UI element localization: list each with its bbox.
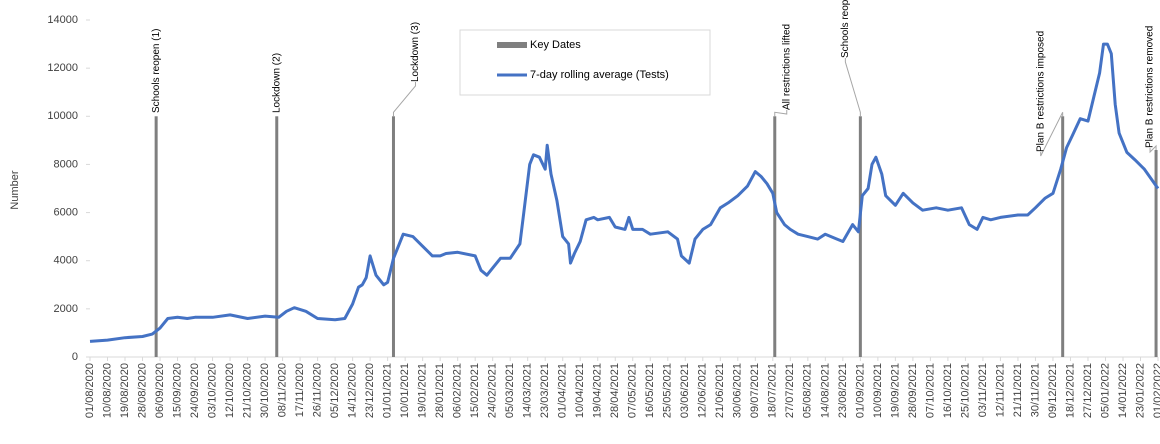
x-tick-label: 09/07/2021 bbox=[749, 363, 761, 418]
line bbox=[89, 42, 1160, 343]
x-tick-label: 07/05/2021 bbox=[627, 363, 639, 418]
x-tick-label: 14/03/2021 bbox=[522, 363, 534, 418]
y-tick-label: 0 bbox=[72, 351, 78, 363]
x-tick-label: 05/03/2021 bbox=[504, 363, 516, 418]
x-tick-label: 05/12/2020 bbox=[329, 363, 341, 418]
y-axis-label: Number bbox=[9, 170, 21, 209]
x-tick-label: 26/11/2020 bbox=[312, 363, 324, 417]
legend-label: Key Dates bbox=[530, 39, 581, 51]
y-tick-label: 4000 bbox=[54, 255, 78, 267]
key-date-label: Lockdown (3) bbox=[410, 22, 421, 82]
y-tick-label: 10000 bbox=[47, 110, 78, 122]
x-tick-label: 06/02/2021 bbox=[452, 363, 464, 418]
key-date-label: Plan B restrictions removed bbox=[1145, 26, 1156, 148]
x-tick-label: 23/01/2022 bbox=[1134, 363, 1146, 418]
x-tick-label: 10/01/2021 bbox=[399, 363, 411, 418]
x-tick-label: 03/10/2020 bbox=[206, 363, 218, 418]
leader-line bbox=[774, 110, 788, 117]
x-tick-label: 30/10/2020 bbox=[259, 363, 271, 418]
x-tick-label: 01/09/2021 bbox=[854, 363, 866, 418]
key-date-label: Lockdown (2) bbox=[271, 53, 282, 113]
key-date-label: Schools reopen (1) bbox=[151, 29, 162, 114]
x-tick-label: 25/10/2021 bbox=[959, 363, 971, 418]
key-date-bar bbox=[858, 116, 862, 358]
x-tick-label: 01/01/2021 bbox=[382, 363, 394, 418]
x-tick-label: 08/11/2020 bbox=[276, 363, 288, 417]
x-tick-label: 30/06/2021 bbox=[732, 363, 744, 418]
x-tick-label: 10/04/2021 bbox=[574, 363, 586, 418]
y-tick-label: 12000 bbox=[47, 62, 78, 74]
leader-line bbox=[844, 58, 861, 117]
x-tick-label: 16/10/2021 bbox=[942, 363, 954, 418]
y-tick-label: 8000 bbox=[54, 158, 78, 170]
x-tick-label: 21/11/2021 bbox=[1012, 363, 1024, 417]
key-date-bar bbox=[391, 116, 395, 358]
y-tick-label: 6000 bbox=[54, 206, 78, 218]
x-tick-label: 17/11/2020 bbox=[294, 363, 306, 417]
x-tick-label: 19/09/2021 bbox=[889, 363, 901, 418]
x-tick-label: 05/01/2022 bbox=[1099, 363, 1111, 418]
x-tick-label: 05/08/2021 bbox=[802, 363, 814, 418]
x-tick-label: 28/04/2021 bbox=[609, 363, 621, 418]
x-tick-label: 27/07/2021 bbox=[784, 363, 796, 418]
x-tick-label: 19/01/2021 bbox=[417, 363, 429, 418]
key-date-bar bbox=[154, 116, 158, 358]
x-tick-label: 14/12/2020 bbox=[347, 363, 359, 418]
legend-swatch bbox=[497, 42, 527, 48]
x-tick-label: 15/09/2020 bbox=[171, 363, 183, 418]
x-tick-label: 01/08/2020 bbox=[84, 363, 96, 418]
x-tick-label: 12/10/2020 bbox=[224, 363, 236, 418]
key-date-label: All restrictions lifted bbox=[781, 24, 792, 110]
key-date-label: Plan B restrictions imposed bbox=[1035, 31, 1046, 152]
leader-line bbox=[1149, 144, 1157, 154]
x-tick-label: 28/09/2021 bbox=[907, 363, 919, 418]
x-tick-label: 21/10/2020 bbox=[241, 363, 253, 418]
x-tick-label: 07/10/2021 bbox=[924, 363, 936, 418]
x-tick-label: 19/04/2021 bbox=[592, 363, 604, 418]
leader-line bbox=[1040, 112, 1064, 157]
x-tick-label: 24/02/2021 bbox=[487, 363, 499, 418]
x-tick-label: 18/12/2021 bbox=[1064, 363, 1076, 418]
x-tick-label: 25/05/2021 bbox=[662, 363, 674, 418]
x-tick-label: 28/01/2021 bbox=[434, 363, 446, 418]
x-tick-label: 30/11/2021 bbox=[1029, 363, 1041, 417]
legend-box bbox=[459, 29, 711, 96]
x-tick-label: 10/08/2020 bbox=[101, 363, 113, 418]
x-tick-label: 28/08/2020 bbox=[136, 363, 148, 418]
key-date-label: Schools reopen (2) bbox=[840, 0, 851, 58]
x-tick-label: 14/08/2021 bbox=[819, 363, 831, 418]
x-tick-label: 18/07/2021 bbox=[767, 363, 779, 418]
x-tick-label: 16/05/2021 bbox=[644, 363, 656, 418]
legend-label: 7-day rolling average (Tests) bbox=[530, 69, 669, 81]
x-tick-label: 10/09/2021 bbox=[872, 363, 884, 418]
key-date-bar bbox=[773, 116, 777, 358]
x-tick-label: 03/11/2021 bbox=[977, 363, 989, 417]
x-tick-label: 19/08/2020 bbox=[119, 363, 131, 418]
x-tick-label: 03/06/2021 bbox=[679, 363, 691, 418]
x-tick-label: 09/12/2021 bbox=[1047, 363, 1059, 418]
x-tick-label: 23/03/2021 bbox=[539, 363, 551, 418]
x-tick-label: 14/01/2022 bbox=[1117, 363, 1129, 418]
x-tick-label: 06/09/2020 bbox=[154, 363, 166, 418]
key-date-bar bbox=[1061, 116, 1065, 358]
key-date-bar bbox=[1154, 149, 1158, 357]
leader-line bbox=[392, 82, 416, 117]
x-tick-label: 24/09/2020 bbox=[189, 363, 201, 418]
x-tick-label: 12/06/2021 bbox=[697, 363, 709, 418]
x-tick-label: 23/08/2021 bbox=[837, 363, 849, 418]
x-tick-label: 01/02/2022 bbox=[1152, 363, 1160, 418]
x-tick-label: 12/11/2021 bbox=[994, 363, 1006, 417]
key-date-bar bbox=[275, 116, 279, 358]
x-tick-label: 23/12/2020 bbox=[364, 363, 376, 418]
y-tick-label: 2000 bbox=[54, 303, 78, 315]
x-tick-label: 15/02/2021 bbox=[469, 363, 481, 418]
x-tick-label: 01/04/2021 bbox=[557, 363, 569, 418]
y-tick-label: 14000 bbox=[47, 14, 78, 26]
x-tick-label: 27/12/2021 bbox=[1082, 363, 1094, 418]
x-tick-label: 21/06/2021 bbox=[714, 363, 726, 418]
